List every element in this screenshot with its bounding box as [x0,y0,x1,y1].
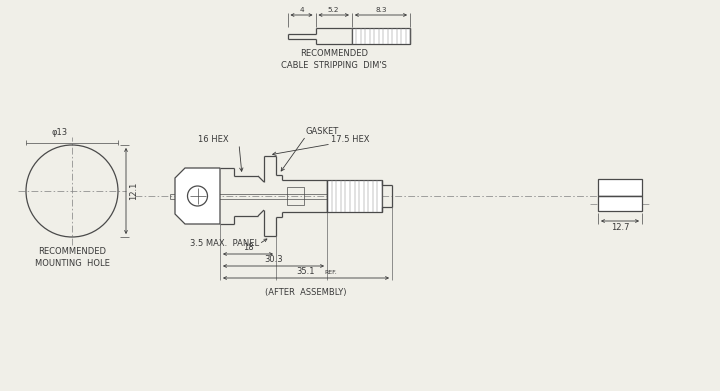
Text: 35.1: 35.1 [297,267,315,276]
Text: 5.2: 5.2 [328,7,339,13]
Text: 3.5 MAX.  PANEL: 3.5 MAX. PANEL [190,240,259,249]
Text: RECOMMENDED
MOUNTING  HOLE: RECOMMENDED MOUNTING HOLE [35,247,109,269]
Text: 16 HEX: 16 HEX [199,135,229,144]
Text: φ13: φ13 [52,128,68,137]
Text: 17.5 HEX: 17.5 HEX [331,135,369,144]
Polygon shape [175,168,220,224]
Text: 30.3: 30.3 [264,255,283,264]
Text: RECOMMENDED
CABLE  STRIPPING  DIM'S: RECOMMENDED CABLE STRIPPING DIM'S [281,49,387,70]
Text: REF.: REF. [324,271,337,276]
Text: (AFTER  ASSEMBLY): (AFTER ASSEMBLY) [265,288,347,297]
Bar [352,28,410,44]
Text: GASKET: GASKET [306,127,339,136]
Text: 4: 4 [300,7,304,13]
Bar [327,180,382,212]
Text: 12.1: 12.1 [129,182,138,200]
Text: 8.3: 8.3 [375,7,387,13]
Bar [598,196,642,211]
Text: 18: 18 [243,242,253,251]
Bar [287,187,304,205]
Text: 12.7: 12.7 [611,224,629,233]
Bar [598,179,642,196]
